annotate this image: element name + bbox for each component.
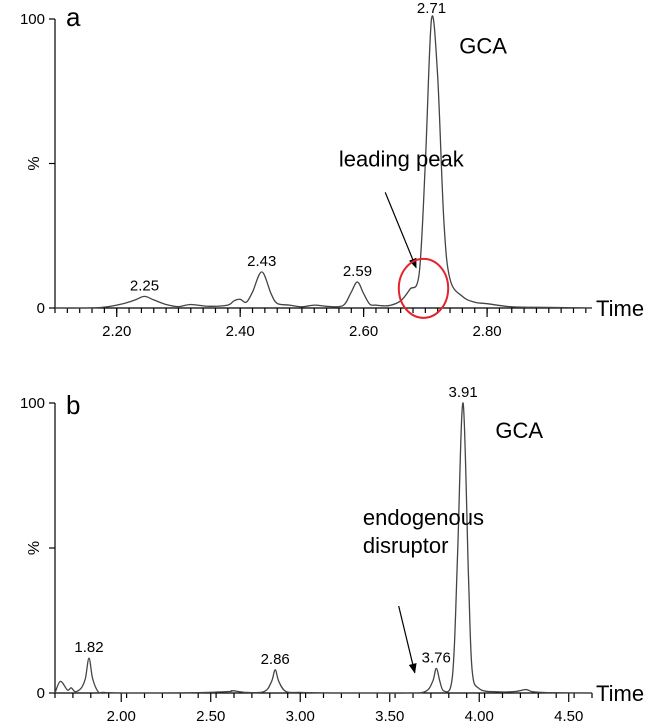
- panel-label: a: [66, 2, 81, 32]
- peak-label: 2.43: [247, 253, 276, 270]
- x-tick-label: 2.20: [102, 323, 131, 340]
- y-tick-label: 100: [20, 395, 45, 412]
- chromatogram-trace: [54, 402, 593, 694]
- y-tick-label: 0: [37, 685, 45, 702]
- peak-label: 3.91: [449, 384, 478, 401]
- annotation-arrow: [384, 192, 417, 269]
- compound-label: GCA: [459, 34, 507, 59]
- chart-panel-b: 2.00 2.50 3.00 3.50 4.00 4.50 0% 100 Time b 1.82 2.…: [20, 384, 644, 725]
- x-tick-label: 3.00: [286, 708, 315, 725]
- y-axis-label: %: [26, 156, 43, 170]
- peak-label: 3.76: [422, 649, 451, 666]
- panel-label: b: [66, 390, 80, 420]
- peak-label: 2.59: [343, 263, 372, 280]
- annotation-arrow: [398, 605, 417, 674]
- annotation-text: endogenous: [363, 505, 484, 530]
- highlight-circle: [397, 257, 450, 319]
- x-tick-label: 2.00: [107, 708, 136, 725]
- peak-label: 1.82: [74, 639, 103, 656]
- peak-label: 2.25: [130, 277, 159, 294]
- chart-panel-a: 2.20 2.40 2.60 2.80 0% 100 Time a 2.25 2.43 2.59 2.…: [20, 0, 644, 340]
- x-axis-title: Time: [596, 296, 644, 321]
- annotation-text: disruptor: [363, 533, 449, 558]
- x-tick-label: 2.40: [226, 323, 255, 340]
- x-tick-label: 2.50: [196, 708, 225, 725]
- x-tick-label: 2.60: [349, 323, 378, 340]
- compound-label: GCA: [495, 418, 543, 443]
- chromatogram-trace: [54, 15, 593, 309]
- y-tick-label: 100: [20, 11, 45, 28]
- x-tick-label: 3.50: [375, 708, 404, 725]
- peak-label: 2.86: [261, 651, 290, 668]
- annotation-text: leading peak: [339, 146, 465, 171]
- y-axis-label: %: [26, 541, 43, 555]
- x-tick-label: 2.80: [472, 323, 501, 340]
- peak-label: 2.71: [417, 0, 446, 17]
- x-axis-title: Time: [596, 681, 644, 706]
- x-tick-label: 4.00: [465, 708, 494, 725]
- y-tick-label: 0: [37, 300, 45, 317]
- x-tick-label: 4.50: [554, 708, 583, 725]
